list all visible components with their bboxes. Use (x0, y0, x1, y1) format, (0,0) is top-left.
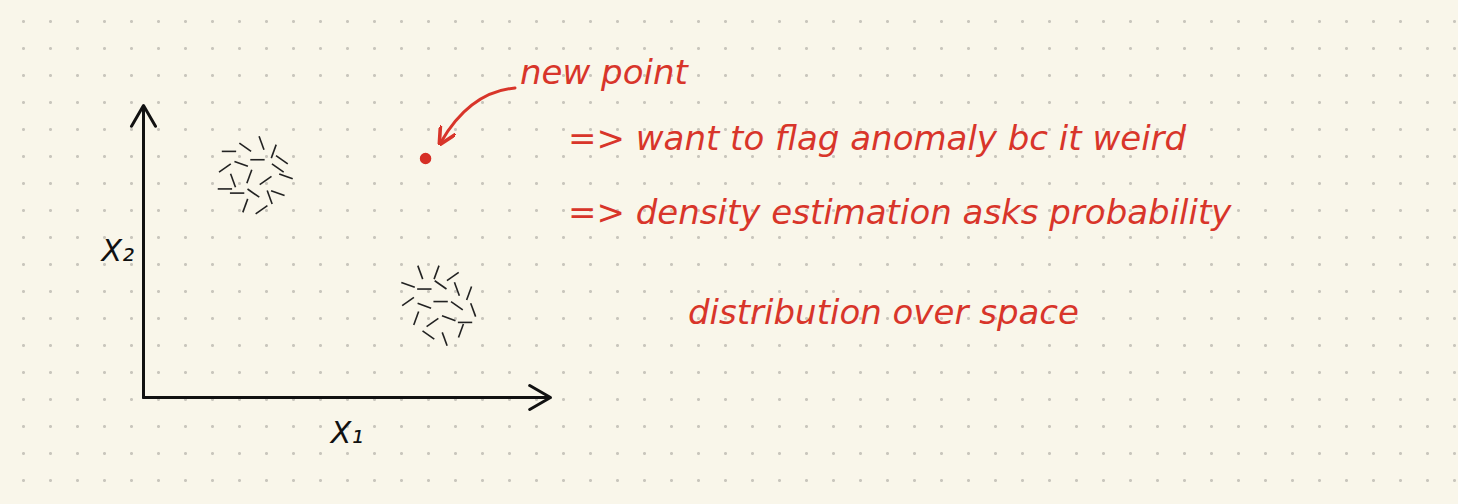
svg-text:X₂: X₂ (100, 233, 135, 268)
html-text:distribution over space: distribution over space (688, 292, 1079, 332)
html-text:=> density estimation asks pro: => density estimation asks probability (568, 192, 1232, 232)
html-text:=> want to flag anomaly bc it: => want to flag anomaly bc it weird (568, 118, 1187, 158)
html-text:new point: new point (520, 52, 688, 92)
svg-text:X₁: X₁ (329, 415, 364, 450)
